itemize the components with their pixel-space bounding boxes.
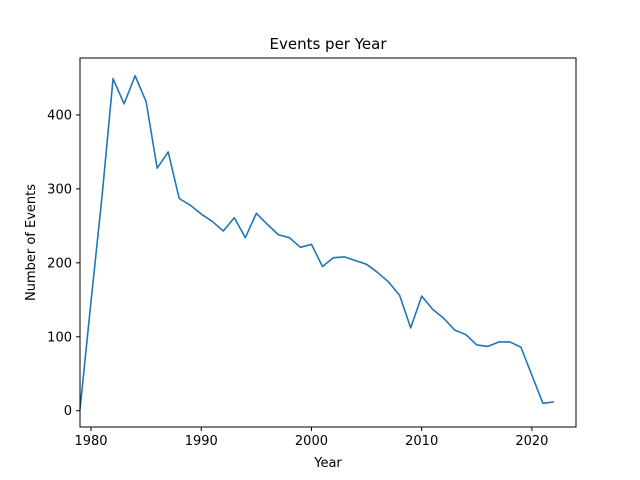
series-line-0 bbox=[79, 74, 555, 410]
chart-title: Events per Year bbox=[270, 35, 388, 53]
x-tick-label: 1980 bbox=[74, 434, 107, 449]
y-tick-label: 400 bbox=[47, 108, 72, 123]
y-tick-label: 200 bbox=[47, 256, 72, 271]
x-tick-label: 2010 bbox=[405, 434, 438, 449]
y-axis-label: Number of Events bbox=[24, 184, 39, 301]
x-tick-label: 2020 bbox=[515, 434, 548, 449]
y-tick-label: 300 bbox=[47, 182, 72, 197]
x-axis-ticks: 1980 1990 2000 2010 2020 bbox=[74, 427, 548, 449]
x-axis-label: Year bbox=[313, 456, 342, 471]
axes-frame bbox=[79, 57, 577, 428]
plot-area bbox=[79, 74, 555, 410]
y-axis-ticks: 0 100 200 300 400 bbox=[47, 108, 80, 419]
x-tick-label: 2000 bbox=[295, 434, 328, 449]
y-tick-label: 100 bbox=[47, 330, 72, 345]
y-tick-label: 0 bbox=[64, 404, 72, 419]
x-tick-label: 1990 bbox=[185, 434, 218, 449]
